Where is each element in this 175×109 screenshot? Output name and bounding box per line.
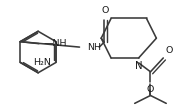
- Text: NH: NH: [87, 43, 101, 52]
- Text: N: N: [135, 61, 142, 71]
- Text: O: O: [147, 85, 154, 94]
- Text: O: O: [165, 46, 173, 55]
- Text: O: O: [102, 6, 109, 14]
- Text: —NH: —NH: [44, 39, 67, 48]
- Text: H₂N: H₂N: [33, 58, 51, 67]
